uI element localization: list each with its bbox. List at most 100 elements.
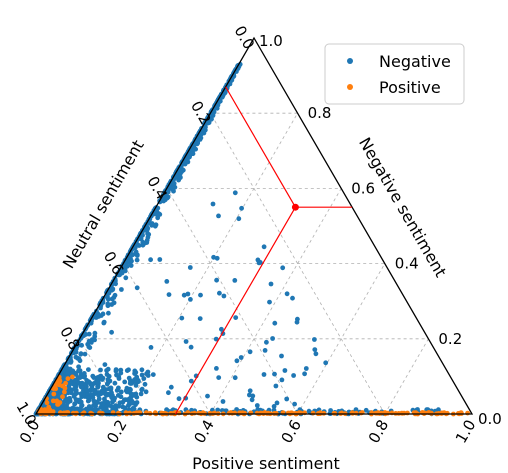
positive-point-203 [54,398,60,404]
negative-point-1197 [134,374,140,380]
negative-point-1497 [168,384,174,390]
negative-point-1546 [214,277,220,283]
negative-point-1512 [214,366,219,371]
negative-point-306 [149,222,155,228]
negative-point-1508 [188,297,193,302]
negative-point-856 [126,367,131,373]
negative-point-1326 [144,371,150,377]
negative-point-1554 [187,265,193,270]
negative-point-596 [171,188,176,194]
negative-point-1093 [63,396,69,402]
triangle-frame [34,36,474,415]
negative-point-1297 [85,395,91,400]
negative-point-1268 [91,402,96,408]
negative-point-1579 [148,257,154,263]
legend-label-positive: Positive [379,78,441,97]
grid-line-positive-2 [297,263,386,415]
negative-point-1548 [279,377,285,383]
negative-point-1303 [114,388,120,393]
bottom-tick-1: 0.2 [103,417,131,447]
negative-point-1504 [164,279,170,284]
grid-line-positive-0 [122,112,298,415]
negative-point-1534 [143,389,149,395]
triangle-outline [34,36,474,415]
negative-point-511 [152,223,158,229]
negative-point-1533 [102,362,108,367]
negative-point-1431 [306,408,312,414]
negative-point-937 [100,387,106,393]
bottom-tick-2: 0.4 [190,417,218,447]
negative-point-1577 [217,290,222,296]
negative-point-1494 [282,368,288,373]
negative-point-1452 [164,407,170,413]
negative-point-1110 [76,368,81,374]
negative-point-1250 [72,401,78,406]
negative-point-853 [105,366,111,372]
highlight-layer [175,86,353,415]
negative-point-1240 [73,389,79,395]
negative-point-1518 [294,319,300,325]
negative-point-1471 [105,409,111,415]
negative-point-976 [128,387,133,393]
negative-point-280 [172,184,178,190]
right-tick-3: 0.6 [351,179,375,197]
negative-point-1329 [102,399,108,404]
grid-line-positive-3 [384,338,429,415]
negative-point-783 [112,380,118,386]
negative-point-1523 [247,388,253,394]
negative-point-1555 [291,373,296,378]
positive-point-195 [65,376,71,381]
negative-point-580 [146,232,152,237]
negative-point-1322 [95,375,100,380]
negative-point-1493 [290,295,295,301]
negative-point-970 [64,403,69,409]
points-layer [33,61,470,417]
negative-point-1530 [148,345,154,350]
negative-point-773 [138,391,144,397]
negative-point-861 [139,386,145,392]
negative-point-1334 [65,371,71,377]
negative-point-1288 [105,380,111,386]
negative-point-1537 [216,213,221,219]
negative-point-1564 [284,291,290,297]
negative-point-1228 [86,367,91,372]
negative-point-1507 [272,371,277,377]
negative-point-157 [123,275,129,281]
negative-point-590 [177,174,183,180]
positive-point-172 [62,389,67,395]
negative-point-1535 [232,278,238,283]
negative-point-1552 [221,293,227,299]
negative-point-1327 [113,368,119,374]
negative-point-1324 [120,404,126,410]
negative-point-1160 [150,372,156,377]
positive-point-162 [63,410,68,416]
negative-point-462 [113,281,118,287]
negative-point-366 [111,300,117,306]
negative-point-1572 [292,401,297,407]
negative-point-1154 [104,372,110,377]
bottom-tick-3: 0.6 [278,417,306,447]
right-tick-0: 0.0 [478,410,502,428]
negative-point-1503 [272,320,278,326]
negative-point-622 [92,337,97,343]
negative-point-1547 [238,355,244,360]
negative-point-1499 [268,281,274,287]
highlight-line-positive [175,206,296,415]
positive-point-198 [62,385,68,391]
positive-point-157 [465,410,470,416]
negative-point-1549 [261,244,267,250]
negative-point-684 [73,354,79,360]
negative-point-570 [106,290,112,296]
negative-point-1538 [219,326,224,332]
negative-point-1558 [264,339,269,345]
negative-point-1168 [139,372,145,378]
negative-point-331 [92,330,98,336]
negative-point-1550 [232,190,238,196]
negative-point-1338 [91,375,97,380]
negative-point-1306 [132,371,138,376]
positive-point-129 [127,410,133,416]
negative-point-70 [79,342,84,348]
negative-point-1553 [312,337,317,342]
negative-point-69 [82,351,88,357]
positive-point-155 [374,410,380,416]
